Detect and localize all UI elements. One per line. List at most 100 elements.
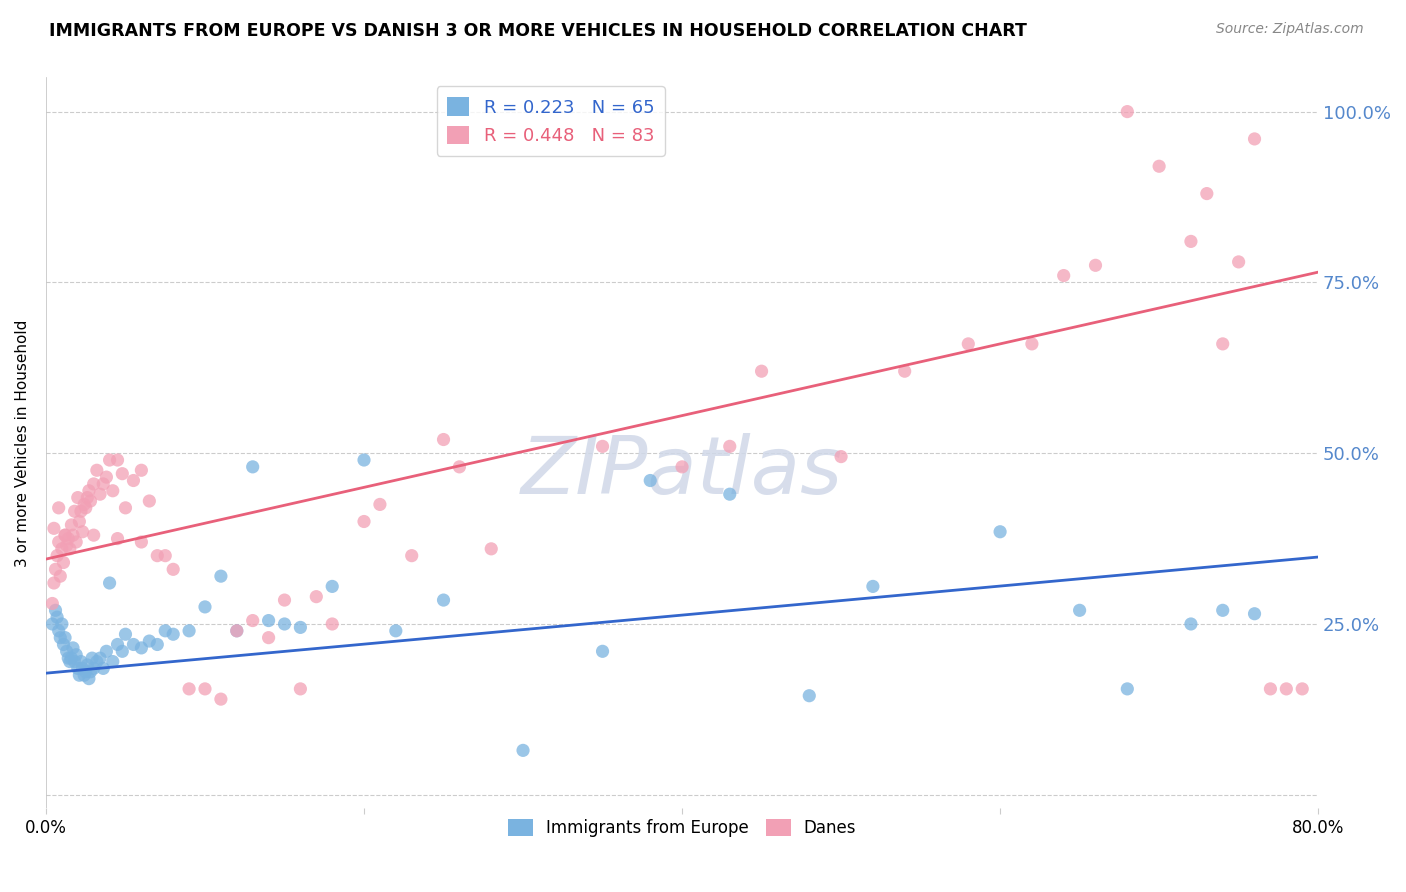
Point (77, 672, 100, 686)
Point (131, 463, 153, 477)
Point (46, 610, 69, 624)
Point (592, 644, 614, 658)
Point (290, 681, 312, 696)
Point (55, 538, 77, 552)
Point (1180, 235, 1202, 249)
Point (59, 655, 82, 669)
Text: ZIPatlas: ZIPatlas (522, 434, 844, 511)
Point (72, 524, 94, 539)
Point (957, 337, 980, 351)
Point (60, 517, 83, 532)
Point (114, 500, 136, 515)
Point (73, 498, 96, 512)
Point (111, 644, 134, 658)
Point (58, 532, 80, 546)
Point (305, 590, 328, 604)
Point (63, 504, 86, 518)
Point (449, 459, 471, 474)
Point (1069, 603, 1091, 617)
Point (51, 617, 73, 632)
Point (1243, 132, 1265, 146)
Point (353, 453, 375, 467)
Point (225, 624, 247, 638)
Point (96, 470, 118, 484)
Point (111, 467, 134, 481)
Point (638, 474, 661, 488)
Point (146, 638, 169, 652)
Point (432, 593, 454, 607)
Point (368, 498, 391, 512)
Point (194, 681, 217, 696)
Point (83, 477, 105, 491)
Point (80, 651, 103, 665)
Point (257, 614, 280, 628)
Point (67, 515, 90, 529)
Point (321, 579, 343, 593)
Point (62, 640, 84, 655)
Point (52, 556, 75, 570)
Point (66, 491, 89, 505)
Point (48, 535, 70, 549)
Point (1147, 159, 1170, 173)
Text: IMMIGRANTS FROM EUROPE VS DANISH 3 OR MORE VEHICLES IN HOUSEHOLD CORRELATION CHA: IMMIGRANTS FROM EUROPE VS DANISH 3 OR MO… (49, 22, 1028, 40)
Point (138, 494, 160, 508)
Point (830, 450, 852, 464)
Point (799, 689, 821, 703)
Point (1116, 681, 1139, 696)
Point (1021, 337, 1043, 351)
Point (290, 620, 312, 634)
Point (155, 624, 177, 638)
Point (41, 617, 63, 632)
Point (138, 634, 160, 648)
Point (79, 494, 101, 508)
Point (70, 504, 93, 518)
Point (862, 579, 884, 593)
Point (751, 364, 773, 378)
Point (101, 483, 124, 498)
Point (162, 627, 184, 641)
Point (131, 535, 153, 549)
Point (72, 661, 94, 675)
Point (48, 624, 70, 638)
Point (1275, 681, 1298, 696)
Y-axis label: 3 or more Vehicles in Household: 3 or more Vehicles in Household (15, 319, 30, 566)
Point (75, 500, 97, 515)
Point (60, 651, 83, 665)
Point (177, 624, 200, 638)
Point (67, 668, 90, 682)
Point (122, 638, 145, 652)
Point (1195, 186, 1218, 201)
Point (83, 661, 105, 675)
Point (76, 657, 98, 672)
Point (53, 528, 76, 542)
Point (225, 624, 247, 638)
Point (155, 549, 177, 563)
Point (209, 569, 232, 583)
Point (98, 576, 121, 591)
Point (83, 528, 105, 542)
Point (98, 453, 121, 467)
Point (63, 655, 86, 669)
Point (1260, 681, 1282, 696)
Point (131, 640, 153, 655)
Point (89, 651, 111, 665)
Point (65, 648, 87, 662)
Point (107, 532, 129, 546)
Point (44, 562, 66, 576)
Point (273, 617, 295, 632)
Point (1243, 607, 1265, 621)
Point (77, 483, 100, 498)
Point (1212, 603, 1234, 617)
Point (1291, 681, 1313, 696)
Point (479, 541, 502, 556)
Point (76, 491, 98, 505)
Point (242, 614, 264, 628)
Point (177, 681, 200, 696)
Point (51, 541, 73, 556)
Point (1212, 337, 1234, 351)
Point (1053, 268, 1076, 283)
Point (42, 576, 65, 591)
Point (718, 487, 741, 501)
Point (209, 692, 232, 706)
Point (48, 500, 70, 515)
